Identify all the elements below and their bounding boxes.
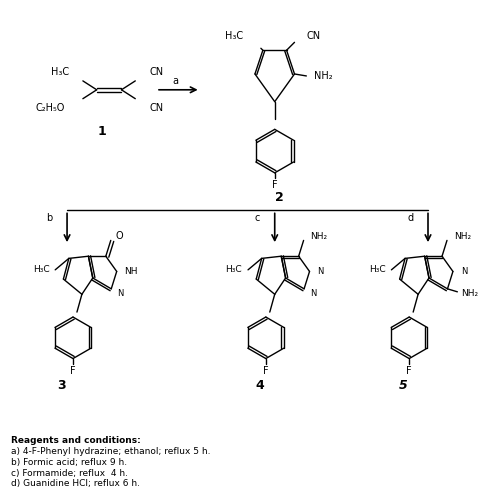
Text: 4: 4 — [256, 379, 264, 392]
Text: F: F — [406, 367, 412, 376]
Text: N: N — [318, 267, 324, 276]
Text: NH₂: NH₂ — [314, 71, 333, 81]
Text: c) Formamide; reflux  4 h.: c) Formamide; reflux 4 h. — [10, 469, 128, 478]
Text: C₂H₅O: C₂H₅O — [36, 103, 65, 113]
Text: Reagents and conditions:: Reagents and conditions: — [10, 436, 140, 445]
Text: H₃C: H₃C — [32, 265, 50, 274]
Text: b: b — [46, 213, 52, 223]
Text: d: d — [407, 213, 413, 223]
Text: F: F — [70, 367, 76, 376]
Text: 3: 3 — [57, 379, 66, 392]
Text: NH₂: NH₂ — [310, 232, 328, 241]
Text: NH₂: NH₂ — [454, 232, 471, 241]
Text: H₃C: H₃C — [225, 31, 243, 41]
Text: a) 4-F-Phenyl hydrazine; ethanol; reflux 5 h.: a) 4-F-Phenyl hydrazine; ethanol; reflux… — [10, 447, 210, 456]
Text: 5: 5 — [399, 379, 407, 392]
Text: c: c — [254, 213, 260, 223]
Text: H₃C: H₃C — [51, 67, 69, 77]
Text: H₃C: H₃C — [226, 265, 242, 274]
Text: F: F — [263, 367, 268, 376]
Text: b) Formic acid; reflux 9 h.: b) Formic acid; reflux 9 h. — [10, 458, 127, 467]
Text: N: N — [461, 267, 467, 276]
Text: F: F — [272, 180, 278, 190]
Text: d) Guanidine HCl; reflux 6 h.: d) Guanidine HCl; reflux 6 h. — [10, 480, 140, 489]
Text: CN: CN — [149, 103, 164, 113]
Text: CN: CN — [149, 67, 164, 77]
Text: N: N — [117, 289, 123, 298]
Text: CN: CN — [306, 31, 320, 41]
Text: a: a — [173, 76, 179, 86]
Text: NH: NH — [124, 267, 138, 276]
Text: N: N — [310, 289, 316, 298]
Text: NH₂: NH₂ — [462, 289, 478, 298]
Text: 2: 2 — [276, 191, 284, 204]
Text: O: O — [116, 232, 124, 242]
Text: 1: 1 — [98, 125, 106, 138]
Text: H₃C: H₃C — [369, 265, 386, 274]
